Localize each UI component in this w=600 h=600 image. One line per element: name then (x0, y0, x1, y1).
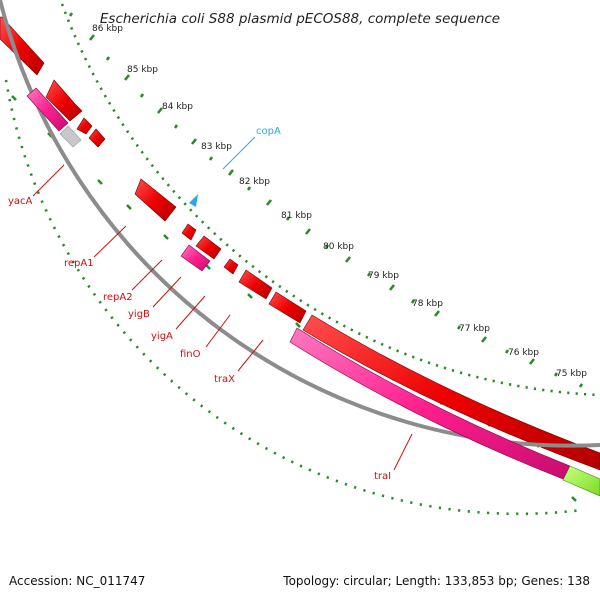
scale-tick (480, 336, 488, 343)
scale-tick-label: 76 kbp (508, 348, 539, 358)
gene-label-repA1[interactable]: repA1 (64, 258, 94, 269)
gene-forward-2[interactable] (45, 79, 83, 122)
gene-forward-1[interactable] (0, 16, 45, 76)
forward-gene-track (0, 16, 600, 471)
scale-minor-tick (324, 244, 330, 249)
scale-tick (433, 310, 441, 317)
scale-tick-label: 85 kbp (127, 65, 158, 75)
gene-leader-line (152, 276, 182, 308)
gene-forward-3[interactable] (76, 117, 93, 135)
inner-tick (247, 293, 253, 299)
copA-label[interactable]: copA (256, 126, 281, 137)
gene-label-yigB[interactable]: yigB (128, 309, 150, 320)
scale-tick-labels: 86 kbp 85 kbp 84 kbp 83 kbp 82 kbp 81 kbp 80 k… (92, 24, 587, 379)
gene-leader-line (237, 339, 264, 372)
gene-forward-8[interactable] (223, 258, 239, 275)
map-title: Escherichia coli S88 plasmid pECOS88, co… (100, 11, 500, 27)
scale-tick-label: 84 kbp (162, 102, 193, 112)
gene-label-yigA[interactable]: yigA (151, 331, 173, 342)
gene-other-1[interactable] (562, 465, 600, 497)
gene-leader-line (32, 164, 65, 197)
inner-tick (11, 95, 17, 101)
copA-marker[interactable] (189, 194, 198, 207)
reverse-gene-track (26, 87, 600, 497)
scale-tick-label: 75 kbp (556, 369, 587, 379)
scale-minor-tick (366, 272, 372, 277)
gene-label-yacA[interactable]: yacA (8, 196, 33, 207)
gene-hypothetical-1[interactable] (59, 125, 82, 148)
scale-tick (88, 34, 96, 41)
scale-minor-tick (208, 156, 214, 161)
gene-label-traX[interactable]: traX (214, 374, 235, 385)
gene-leader-line (205, 314, 231, 348)
gene-label-traI[interactable]: traI (374, 471, 391, 482)
gene-label-finO[interactable]: finO (180, 349, 201, 360)
scale-tick (344, 256, 352, 263)
scale-tick-label: 80 kbp (323, 242, 354, 252)
scale-tick-label: 77 kbp (459, 324, 490, 334)
scale-minor-tick (410, 299, 416, 304)
scale-tick-label: 79 kbp (368, 271, 399, 281)
gene-forward-7[interactable] (195, 235, 222, 260)
gene-forward-9[interactable] (238, 269, 273, 300)
inner-tick (126, 204, 132, 210)
inner-tick (295, 322, 301, 328)
scale-tick (123, 74, 131, 81)
accession-text: Accession: NC_011747 (9, 574, 146, 588)
scale-tick-label: 81 kbp (281, 211, 312, 221)
gene-forward-4[interactable] (88, 128, 106, 148)
scale-minor-tick (139, 93, 145, 98)
scale-tick (388, 284, 396, 291)
gene-forward-5[interactable] (134, 178, 177, 222)
scale-minor-tick (285, 216, 291, 221)
scale-tick-label: 83 kbp (201, 142, 232, 152)
gene-forward-6[interactable] (181, 223, 197, 241)
gene-reverse-2[interactable] (180, 244, 211, 272)
scale-tick (156, 107, 164, 114)
gene-leader-line (93, 225, 127, 258)
scale-minor-tick (105, 56, 111, 61)
scale-minor-tick (173, 124, 179, 129)
scale-tick (227, 169, 235, 176)
inner-tick (97, 179, 103, 185)
scale-tick (190, 138, 198, 145)
scale-tick (304, 228, 312, 235)
gene-label-repA2[interactable]: repA2 (103, 292, 133, 303)
gene-leader-line (393, 433, 413, 471)
gene-reverse-1[interactable] (26, 87, 69, 132)
inner-tick (205, 264, 211, 270)
scale-minor-tick (578, 383, 584, 388)
scale-tick-label: 86 kbp (92, 24, 123, 34)
scale-minor-tick (246, 186, 252, 191)
inner-tick (163, 234, 169, 240)
scale-minor-tick (504, 349, 510, 354)
scale-minor-tick (68, 12, 74, 17)
scale-ticks (68, 12, 584, 388)
scale-tick (265, 199, 273, 206)
gene-reverse-3[interactable] (289, 327, 571, 480)
summary-text: Topology: circular; Length: 133,853 bp; … (283, 574, 590, 588)
scale-minor-tick (456, 325, 462, 330)
scale-minor-tick (553, 372, 559, 377)
gene-leader-line (175, 295, 206, 330)
inner-tick (571, 496, 577, 502)
scale-tick-label: 78 kbp (412, 299, 443, 309)
scale-tick-label: 82 kbp (239, 177, 270, 187)
scale-tick (528, 358, 536, 365)
gene-leader-line (131, 259, 163, 291)
copA-leader (222, 136, 256, 170)
gene-forward-10[interactable] (268, 291, 307, 324)
